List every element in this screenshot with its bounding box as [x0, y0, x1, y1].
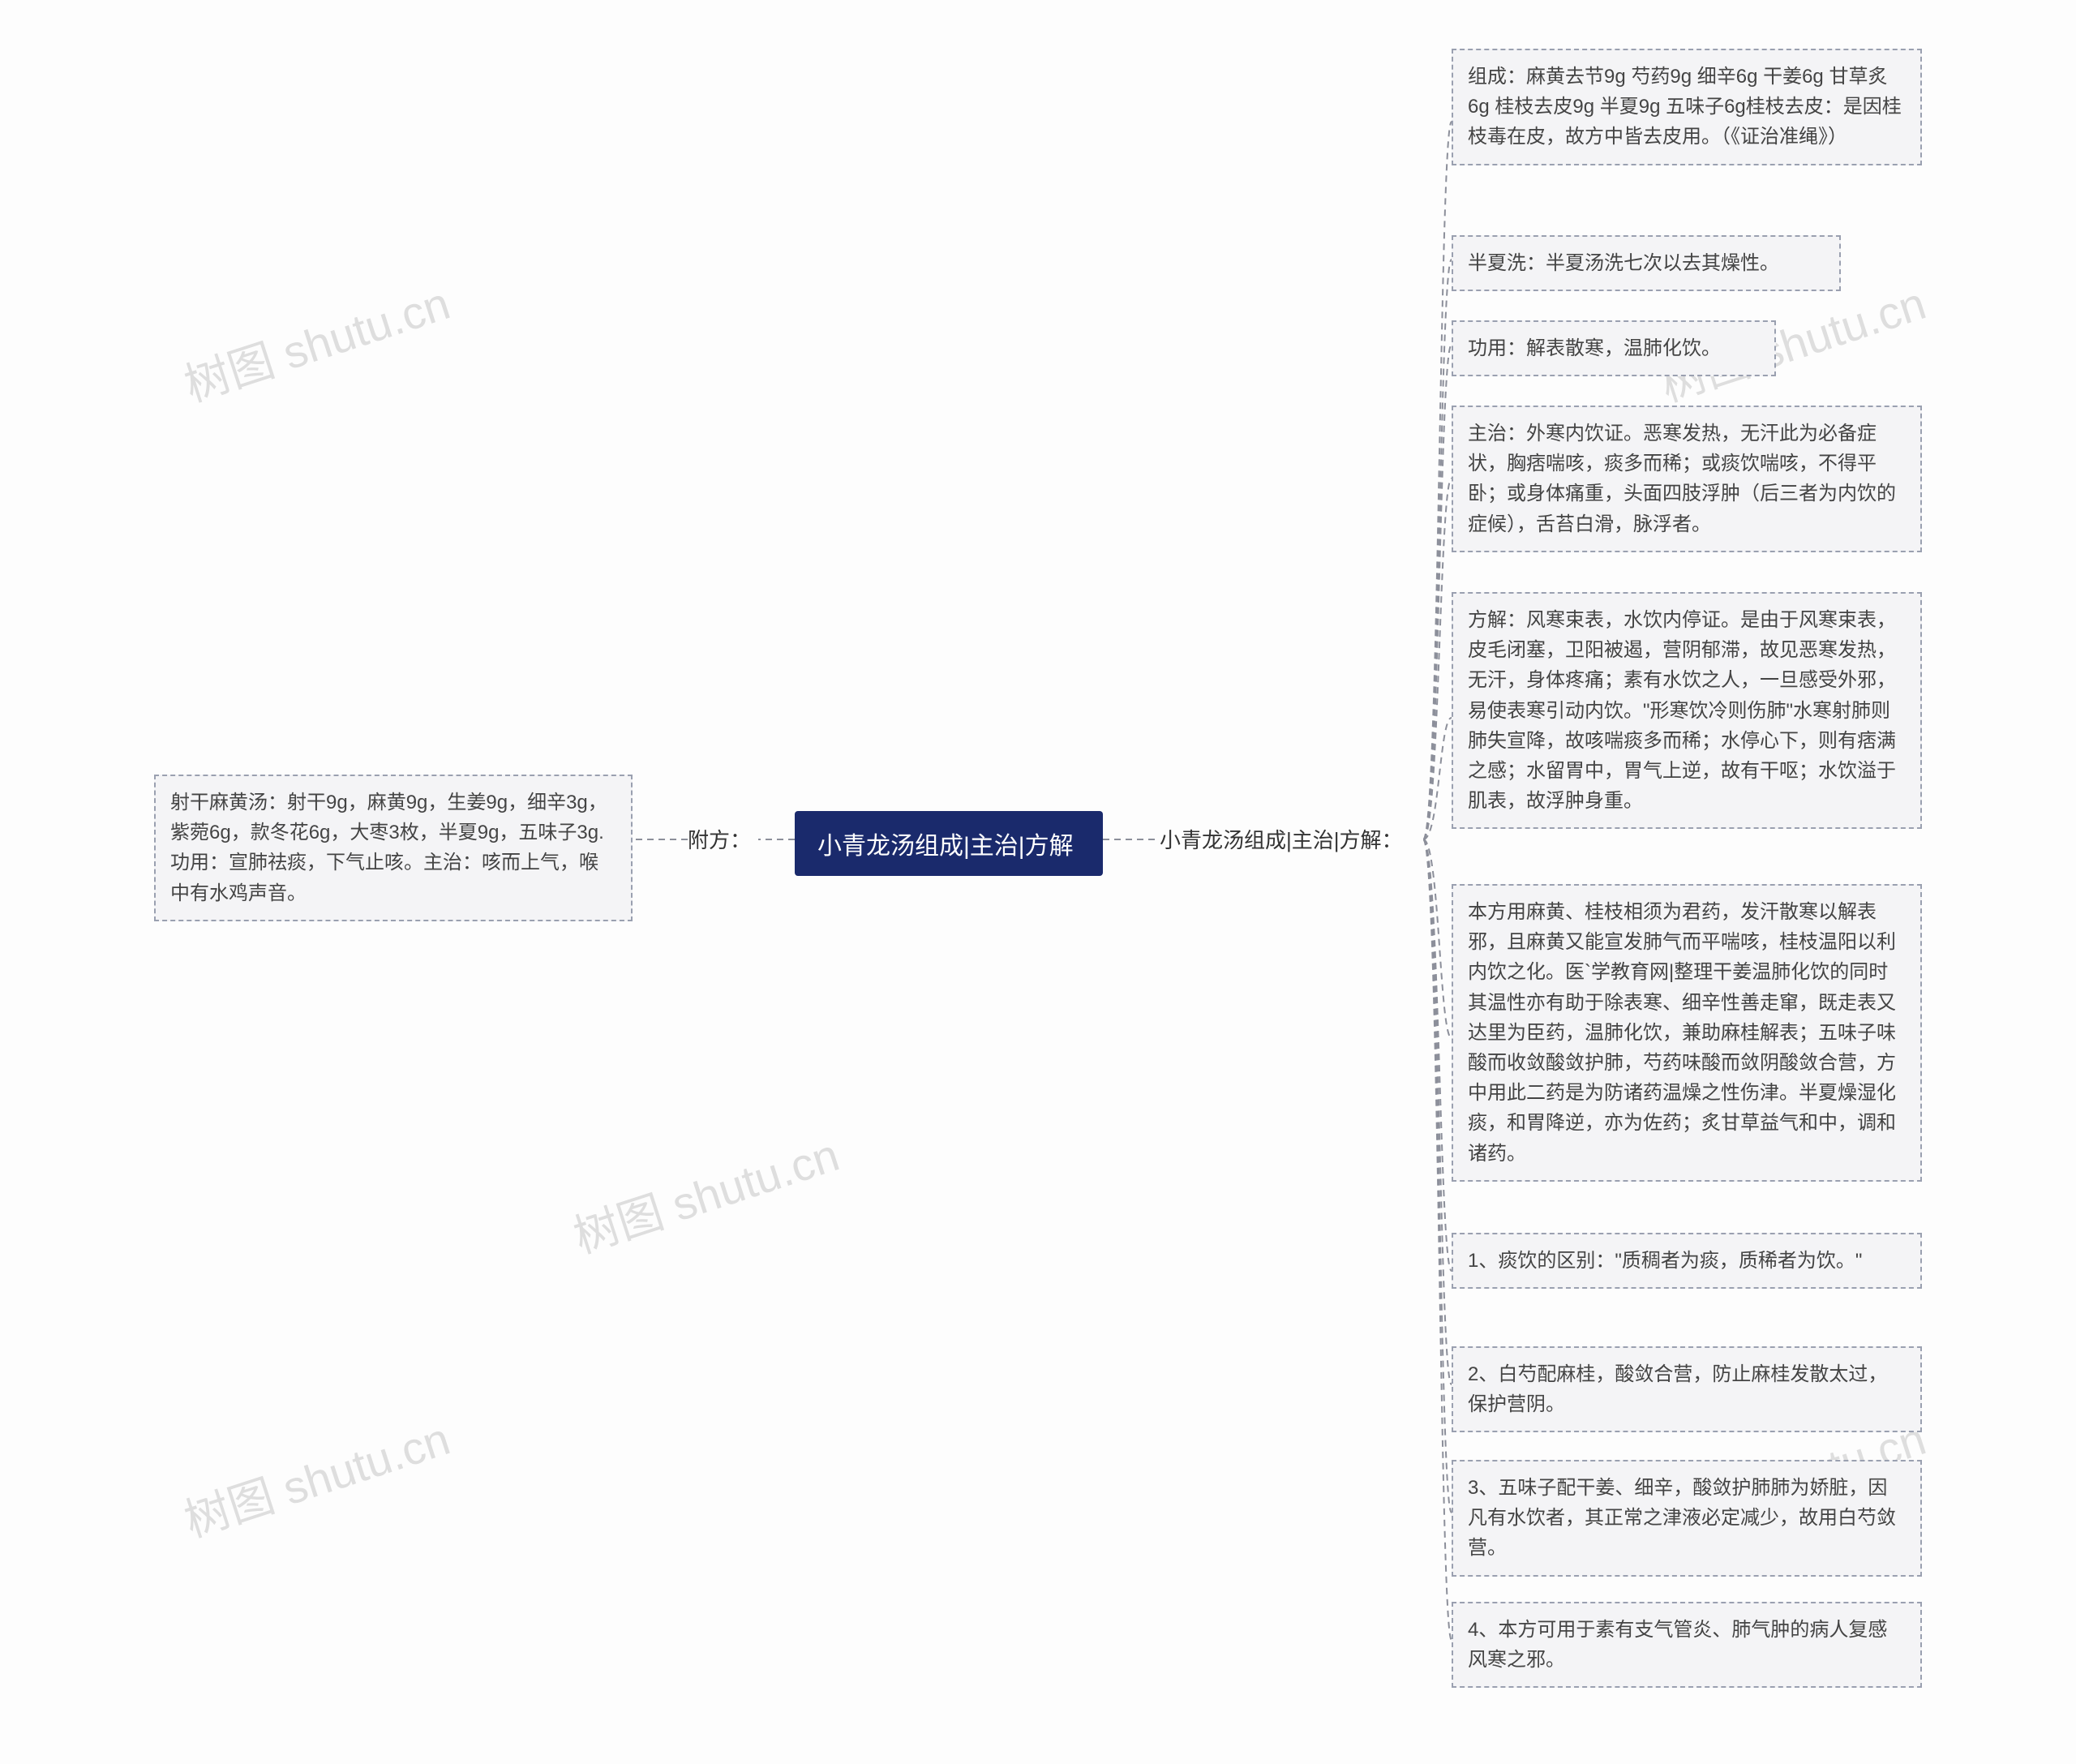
root-node[interactable]: 小青龙汤组成|主治|方解 [795, 811, 1103, 876]
right-leaf-3[interactable]: 主治：外寒内饮证。恶寒发热，无汗此为必备症状，胸痞喘咳，痰多而稀；或痰饮喘咳，不… [1452, 406, 1922, 552]
watermark: 树图 shutu.cn [564, 1119, 847, 1267]
left-leaf[interactable]: 射干麻黄汤：射干9g，麻黄9g，生姜9g，细辛3g，紫菀6g，款冬花6g，大枣3… [154, 775, 633, 921]
watermark: 树图 shutu.cn [175, 1403, 457, 1551]
right-leaf-5[interactable]: 本方用麻黄、桂枝相须为君药，发汗散寒以解表邪，且麻黄又能宣发肺气而平喘咳，桂枝温… [1452, 884, 1922, 1182]
right-leaf-4[interactable]: 方解：风寒束表，水饮内停证。是由于风寒束表，皮毛闭塞，卫阳被遏，营阴郁滞，故见恶… [1452, 592, 1922, 829]
right-leaf-8[interactable]: 3、五味子配干姜、细辛，酸敛护肺肺为娇脏，因凡有水饮者，其正常之津液必定减少，故… [1452, 1460, 1922, 1577]
right-leaf-1[interactable]: 半夏洗：半夏汤洗七次以去其燥性。 [1452, 235, 1841, 291]
watermark: 树图 shutu.cn [175, 268, 457, 415]
branch-right-label[interactable]: 小青龙汤组成|主治|方解： [1160, 819, 1403, 859]
right-leaf-9[interactable]: 4、本方可用于素有支气管炎、肺气肿的病人复感风寒之邪。 [1452, 1602, 1922, 1688]
right-leaf-7[interactable]: 2、白芍配麻桂，酸敛合营，防止麻桂发散太过，保护营阴。 [1452, 1346, 1922, 1432]
right-leaf-2[interactable]: 功用：解表散寒，温肺化饮。 [1452, 320, 1776, 376]
mindmap-canvas: 树图 shutu.cn 树图 shutu.cn 树图 shutu.cn 树图 s… [0, 0, 2076, 1764]
right-leaf-6[interactable]: 1、痰饮的区别："质稠者为痰，质稀者为饮。" [1452, 1233, 1922, 1289]
right-leaf-0[interactable]: 组成：麻黄去节9g 芍药9g 细辛6g 干姜6g 甘草炙6g 桂枝去皮9g 半夏… [1452, 49, 1922, 165]
branch-left-label[interactable]: 附方： [688, 819, 751, 859]
